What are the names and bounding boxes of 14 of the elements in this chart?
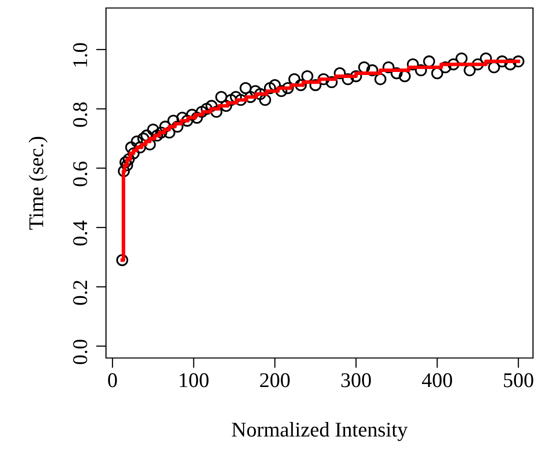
y-tick-label: 1.0 [73, 43, 88, 67]
x-axis-title: Normalized Intensity [232, 422, 408, 441]
y-tick-label: 0.8 [73, 102, 88, 127]
y-tick-label: 0.0 [73, 340, 88, 364]
y-tick-label: 0.6 [73, 162, 88, 186]
x-tick-label: 400 [422, 373, 452, 388]
y-axis-title: Time (sec.) [28, 136, 48, 230]
y-tick-label: 0.2 [73, 280, 88, 305]
x-tick-label: 0 [108, 373, 117, 388]
x-tick-label: 300 [341, 373, 371, 388]
x-tick-label: 500 [504, 373, 534, 388]
x-tick-label: 100 [180, 373, 209, 388]
y-tick-label: 0.4 [73, 220, 88, 246]
x-tick-label: 200 [260, 373, 290, 388]
